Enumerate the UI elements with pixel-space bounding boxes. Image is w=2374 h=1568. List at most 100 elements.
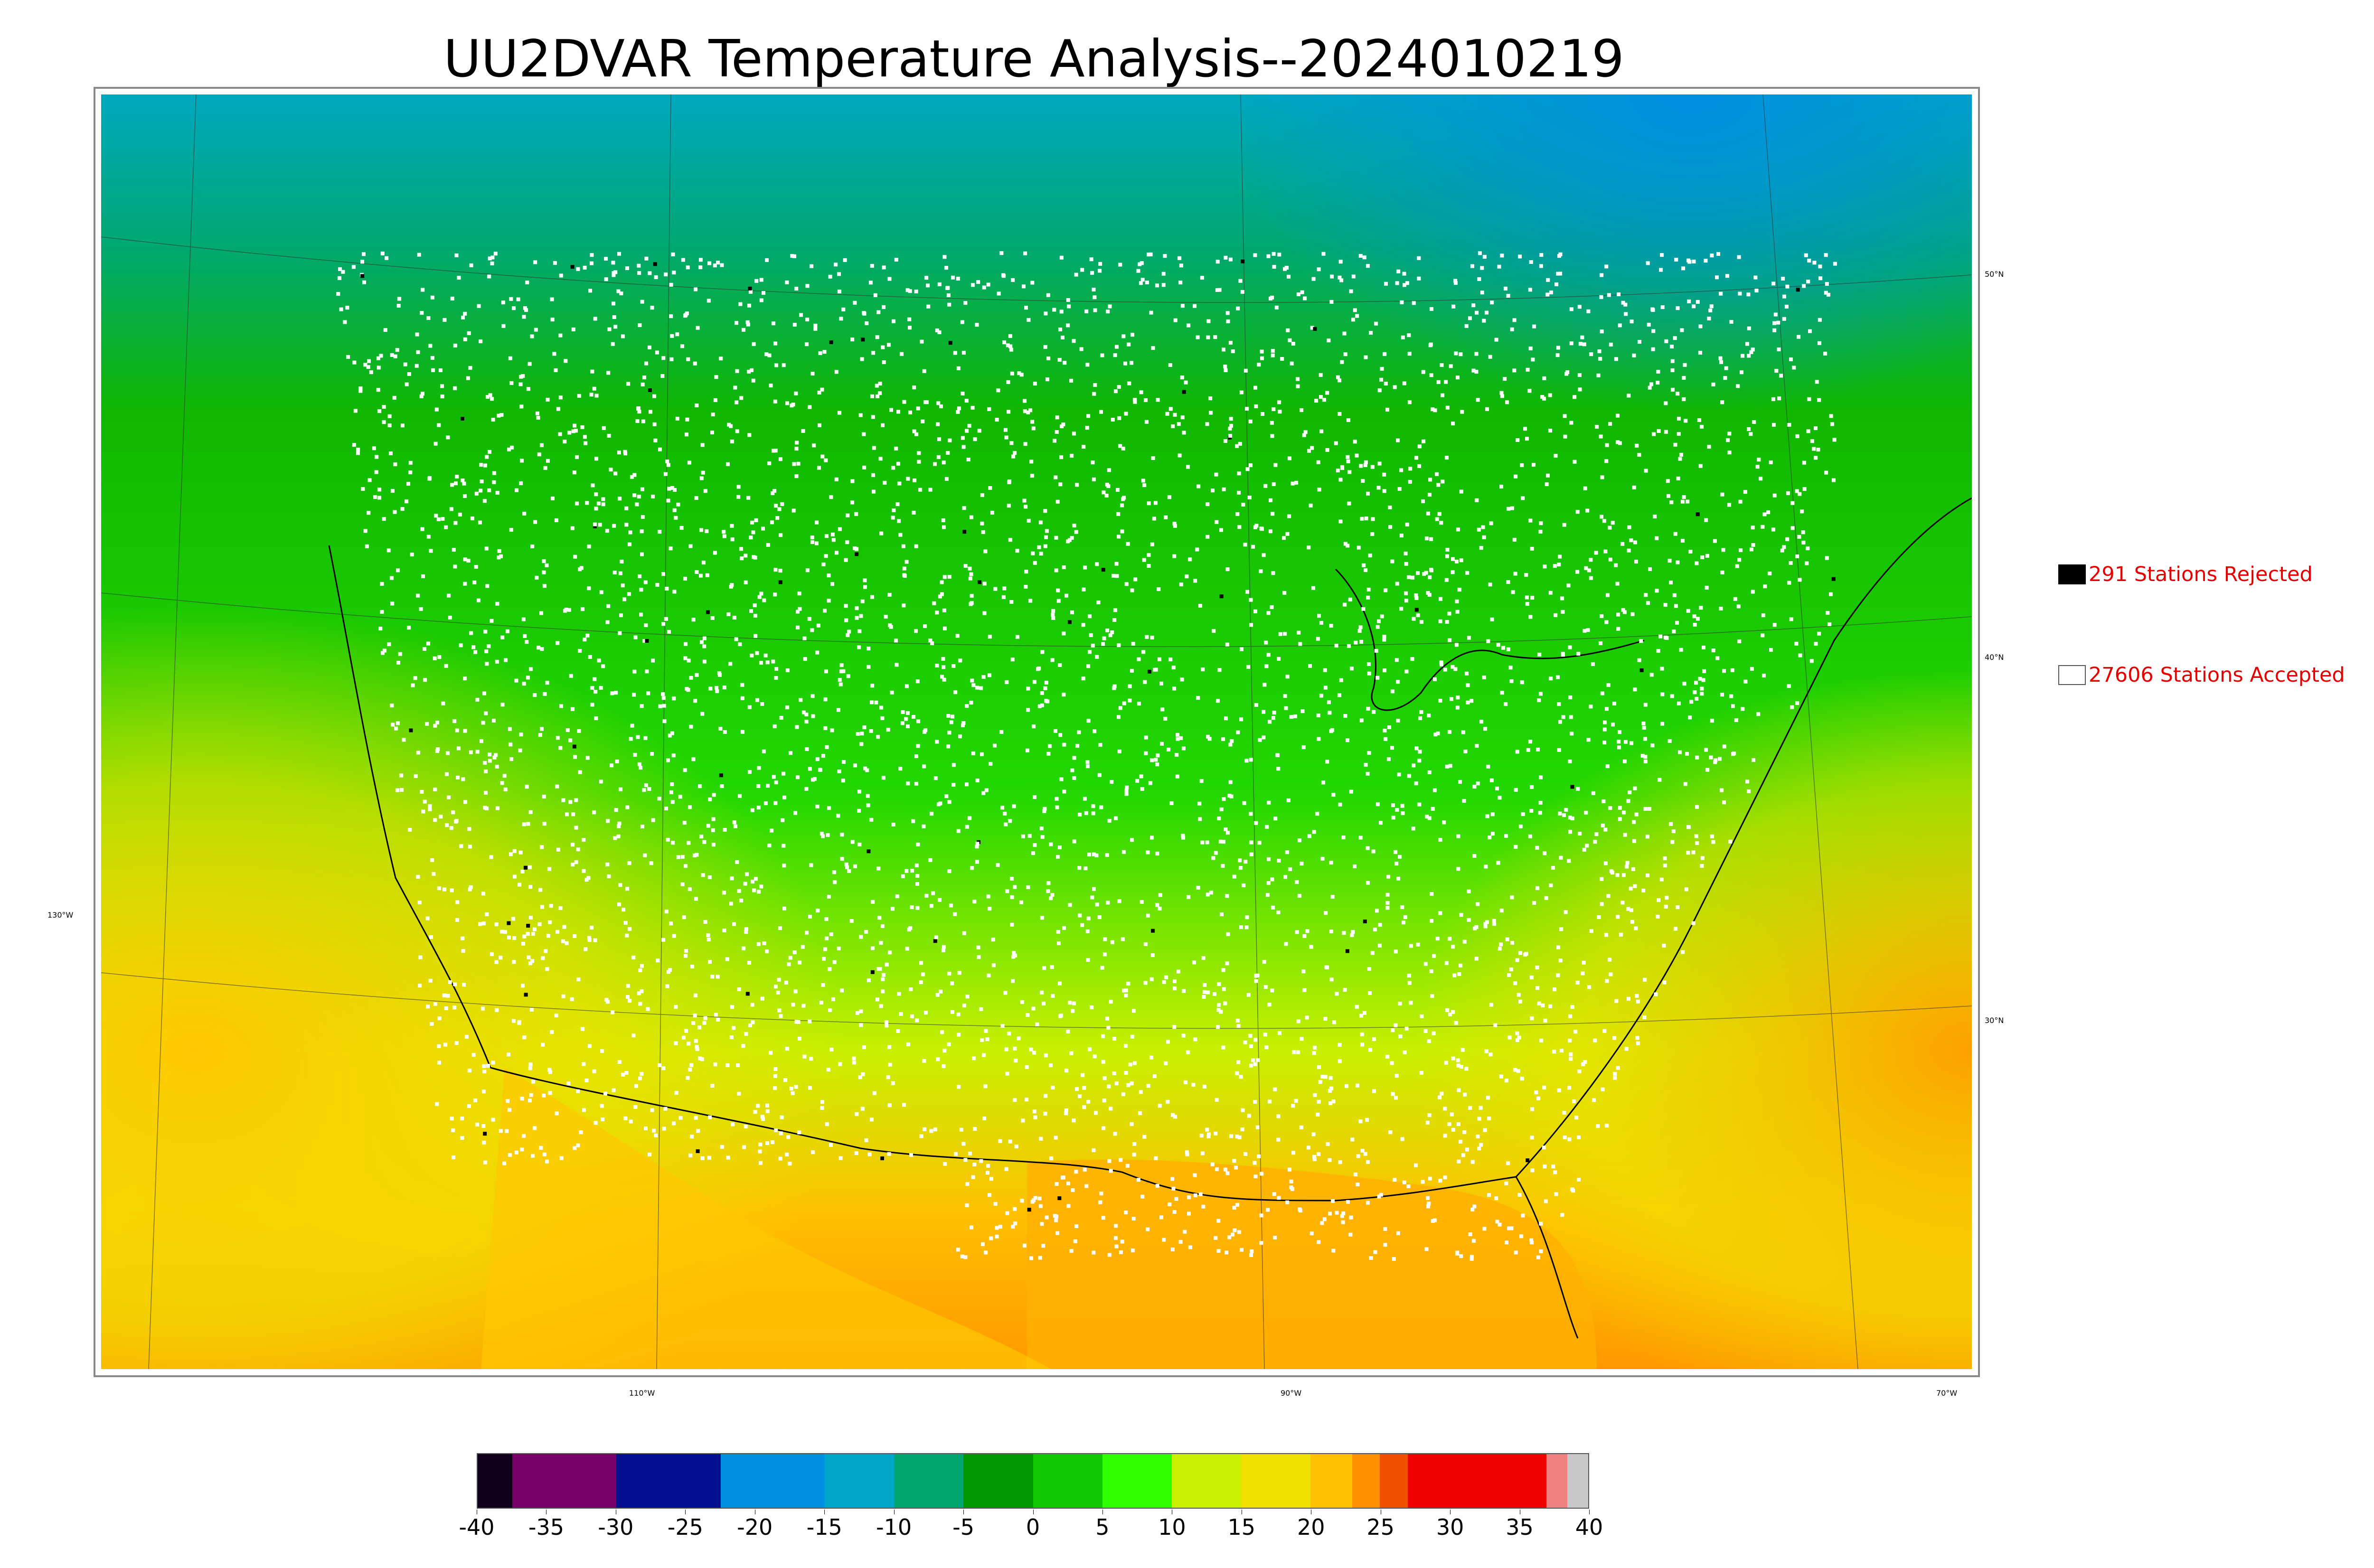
- station-marker: [1049, 896, 1053, 901]
- station-marker: [740, 556, 744, 561]
- station-marker: [1539, 521, 1543, 526]
- station-marker: [914, 432, 919, 436]
- station-marker: [1340, 465, 1344, 469]
- station-marker: [1150, 953, 1155, 958]
- station-marker: [449, 826, 453, 830]
- station-marker: [1050, 893, 1055, 897]
- station-marker: [1539, 775, 1543, 779]
- station-marker: [1003, 991, 1008, 995]
- station-marker: [1670, 345, 1674, 348]
- station-marker: [1808, 329, 1812, 333]
- station-marker: [352, 443, 356, 447]
- station-marker: [778, 457, 782, 461]
- station-marker: [1800, 509, 1804, 514]
- station-marker: [1187, 1195, 1191, 1200]
- station-marker: [1274, 305, 1279, 310]
- station-marker: [1407, 333, 1411, 338]
- station-marker: [1515, 958, 1519, 962]
- station-marker: [1407, 974, 1411, 978]
- station-marker: [1700, 692, 1704, 696]
- station-marker: [377, 366, 381, 370]
- station-marker: [1681, 950, 1685, 954]
- station-marker: [1338, 275, 1342, 280]
- station-marker: [1161, 272, 1166, 276]
- station-marker: [1249, 623, 1253, 627]
- station-marker: [518, 850, 523, 854]
- station-marker: [558, 333, 563, 338]
- station-marker: [1561, 653, 1565, 657]
- station-marker: [1531, 357, 1535, 362]
- station-marker: [1528, 615, 1533, 619]
- station-marker: [1272, 407, 1276, 411]
- station-marker: [1496, 861, 1500, 865]
- station-marker: [830, 582, 834, 586]
- station-marker: [821, 562, 826, 566]
- station-marker: [849, 919, 854, 923]
- station-marker: [573, 934, 577, 938]
- station-marker: [796, 1020, 801, 1024]
- station-marker: [418, 955, 423, 959]
- station-marker: [1396, 876, 1400, 881]
- station-marker: [1142, 1135, 1147, 1139]
- station-marker: [528, 961, 532, 966]
- station-marker: [1031, 551, 1035, 555]
- station-marker: [1039, 552, 1043, 556]
- station-marker: [391, 723, 395, 727]
- station-marker: [1600, 902, 1604, 906]
- station-marker: [1756, 712, 1761, 716]
- station-marker: [693, 699, 697, 703]
- station-marker: [858, 1075, 862, 1080]
- accepted-label: 27606 Stations Accepted: [2089, 663, 2345, 687]
- lon-label-130w: 130°W: [47, 911, 74, 920]
- station-marker: [719, 773, 723, 778]
- station-marker: [1155, 903, 1159, 907]
- station-marker: [829, 495, 833, 499]
- station-marker: [564, 359, 568, 363]
- station-marker: [548, 1070, 552, 1074]
- station-marker: [617, 902, 621, 907]
- station-marker: [703, 489, 707, 493]
- station-marker: [876, 866, 881, 871]
- station-marker: [1674, 257, 1678, 262]
- station-marker: [407, 372, 411, 376]
- station-marker: [779, 1131, 783, 1136]
- station-marker: [752, 342, 756, 346]
- station-marker: [642, 376, 646, 380]
- station-marker: [1226, 932, 1230, 936]
- station-marker: [998, 1225, 1002, 1229]
- station-marker: [1567, 1086, 1572, 1090]
- station-marker: [757, 595, 762, 599]
- station-marker: [537, 452, 541, 457]
- station-marker: [1251, 545, 1255, 549]
- colorbar-tick-label: 30: [1436, 1514, 1464, 1540]
- station-marker: [1278, 632, 1282, 636]
- station-marker: [474, 491, 479, 496]
- station-marker: [627, 861, 631, 865]
- station-marker: [844, 558, 848, 562]
- station-marker: [714, 1013, 718, 1017]
- station-marker: [1039, 1204, 1043, 1208]
- station-marker: [576, 847, 580, 852]
- station-marker: [469, 631, 473, 635]
- station-marker: [1042, 809, 1046, 813]
- station-marker: [1486, 639, 1490, 643]
- station-marker: [937, 437, 941, 441]
- station-marker: [1088, 1047, 1092, 1052]
- station-marker: [514, 678, 518, 683]
- station-marker: [1427, 714, 1431, 718]
- station-marker: [1436, 483, 1441, 487]
- station-marker: [1178, 1240, 1183, 1244]
- station-marker: [773, 1067, 778, 1071]
- station-marker: [744, 1032, 748, 1036]
- station-marker: [1360, 1032, 1364, 1036]
- station-marker: [693, 361, 697, 366]
- station-marker: [821, 754, 825, 758]
- station-marker: [1103, 937, 1107, 941]
- station-marker: [1206, 535, 1210, 539]
- station-marker: [1656, 914, 1660, 919]
- station-marker: [612, 1088, 616, 1092]
- station-marker: [1154, 1156, 1158, 1160]
- station-marker: [1133, 1061, 1137, 1065]
- station-marker: [1396, 1231, 1400, 1235]
- station-marker: [1674, 604, 1678, 608]
